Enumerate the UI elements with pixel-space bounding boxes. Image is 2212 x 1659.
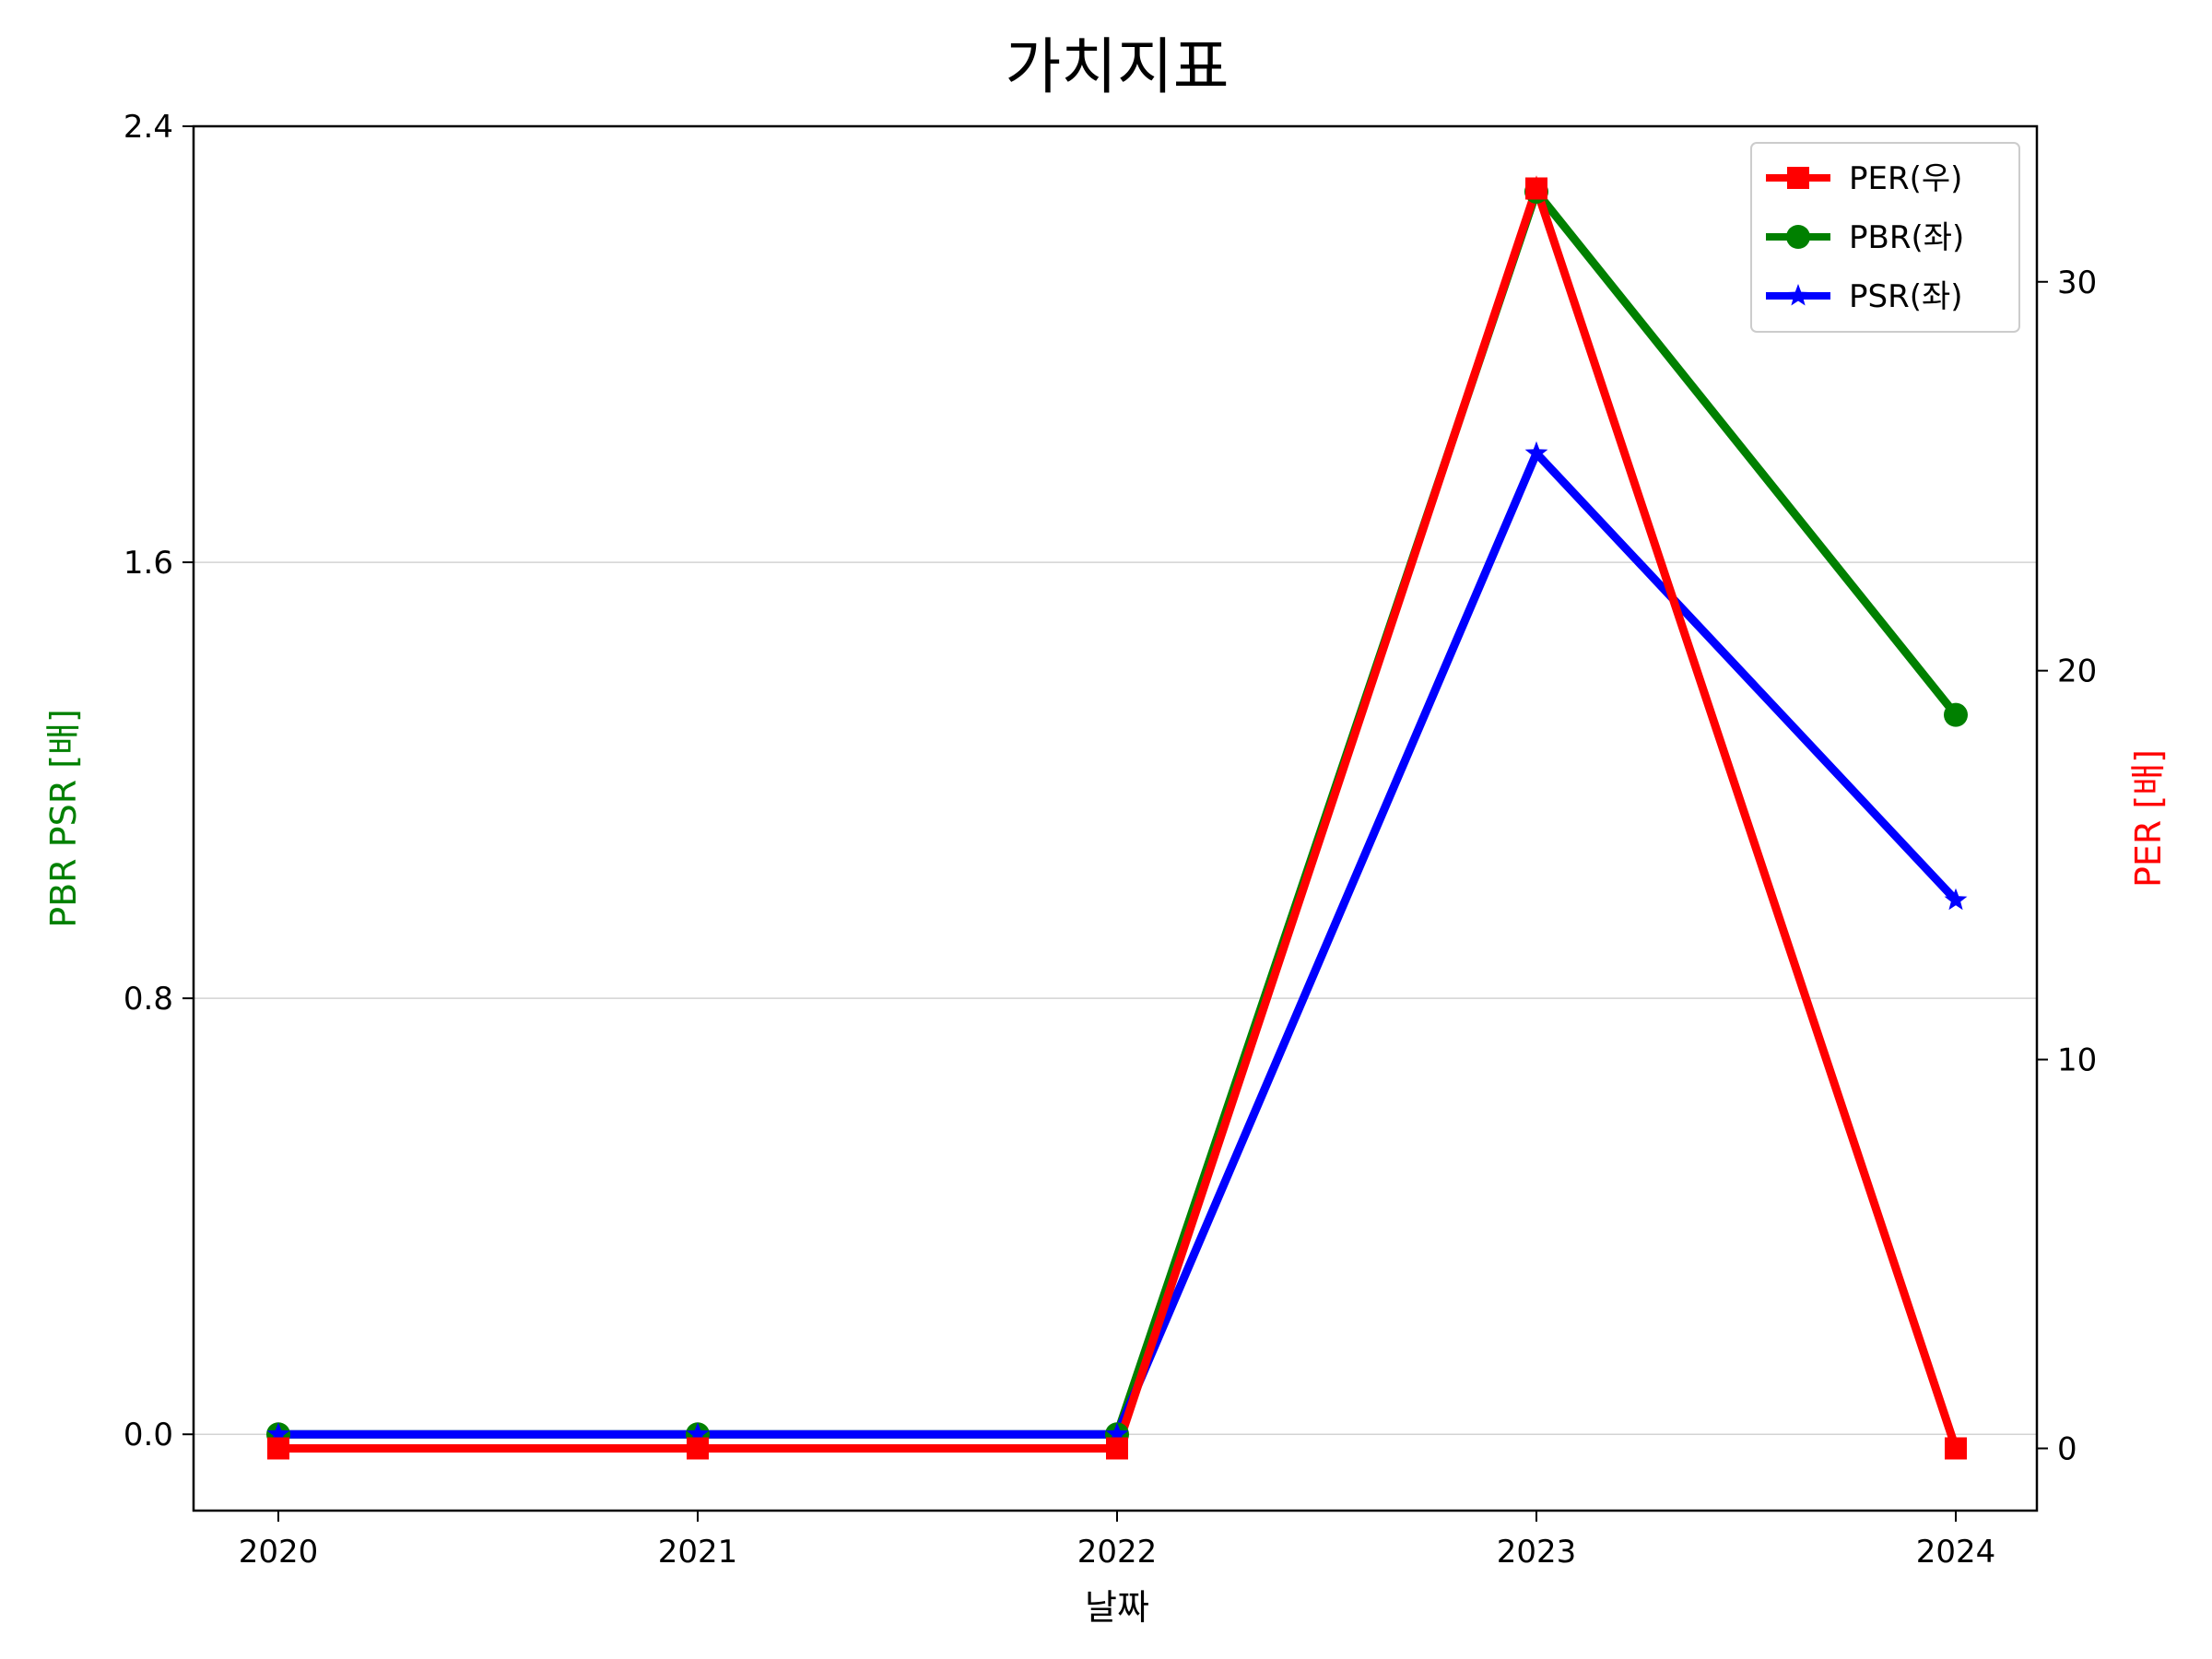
per-point xyxy=(1525,177,1547,200)
left-tick-label: 2.4 xyxy=(124,109,173,146)
right-y-axis-ticks: 0 10 20 30 xyxy=(2037,265,2097,1467)
per-point xyxy=(1945,1437,1967,1460)
legend-pbr-label: PBR(좌) xyxy=(1849,219,1964,256)
psr-point xyxy=(1105,1422,1129,1444)
x-tick-label: 2024 xyxy=(1916,1534,1996,1571)
left-tick-label: 0.8 xyxy=(124,981,173,1018)
right-tick-label: 0 xyxy=(2057,1430,2077,1467)
right-y-axis-label: PER [배] xyxy=(2128,749,2169,888)
x-tick-label: 2021 xyxy=(658,1534,738,1571)
psr-point xyxy=(1944,888,1968,911)
psr-point xyxy=(686,1422,710,1444)
legend-psr-marker xyxy=(1786,284,1810,306)
legend-pbr-marker xyxy=(1786,225,1810,249)
left-tick-label: 1.6 xyxy=(124,545,173,582)
left-y-axis-label: PBR PSR [배] xyxy=(43,709,84,928)
per-point xyxy=(1106,1437,1128,1460)
legend-per-marker xyxy=(1787,167,1809,189)
per-point xyxy=(267,1437,289,1460)
x-axis-label: 날짜 xyxy=(1085,1587,1149,1628)
x-axis-ticks: 2020 2021 2022 2023 2024 xyxy=(239,1511,1996,1571)
left-y-axis-ticks: 0.0 0.8 1.6 2.4 xyxy=(124,109,194,1453)
per-point xyxy=(687,1437,709,1460)
right-tick-label: 10 xyxy=(2057,1042,2097,1079)
left-tick-label: 0.0 xyxy=(124,1417,173,1453)
x-tick-label: 2020 xyxy=(239,1534,319,1571)
psr-point xyxy=(266,1422,290,1444)
legend-psr-label: PSR(좌) xyxy=(1849,278,1963,315)
right-tick-label: 20 xyxy=(2057,653,2097,690)
chart-title: 가치지표 xyxy=(1006,31,1230,102)
series-markers xyxy=(266,177,1968,1460)
x-tick-label: 2022 xyxy=(1077,1534,1158,1571)
legend-box xyxy=(1750,142,2020,333)
plot-frame xyxy=(192,124,2039,1512)
psr-point xyxy=(1524,441,1548,464)
right-tick-label: 30 xyxy=(2057,265,2097,301)
legend: PER(우) PBR(좌) PSR(좌) xyxy=(1750,142,2020,333)
legend-per-label: PER(우) xyxy=(1849,160,1962,197)
pbr-point xyxy=(1944,702,1968,727)
x-tick-label: 2023 xyxy=(1497,1534,1577,1571)
